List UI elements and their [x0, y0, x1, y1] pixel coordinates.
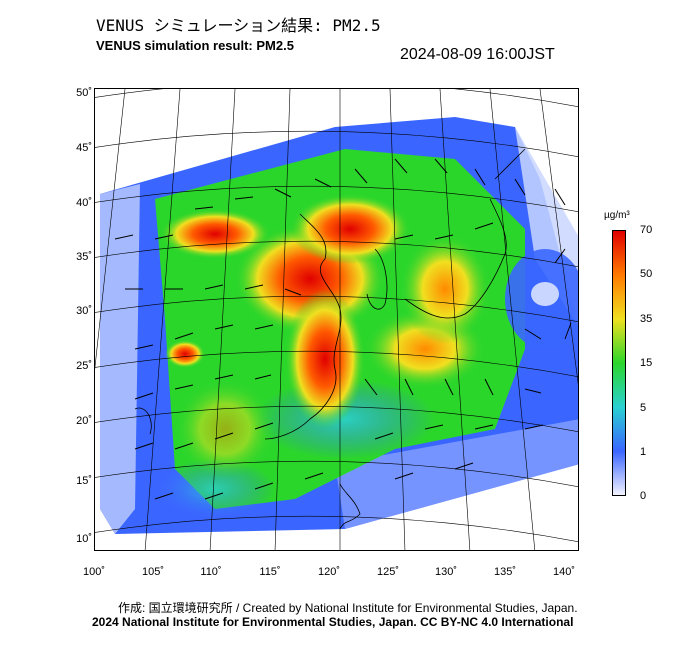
lat-label: 10˚	[76, 533, 92, 545]
coastlines	[134, 148, 526, 530]
lon-label: 110˚	[200, 566, 222, 578]
lat-label: 20˚	[76, 415, 92, 427]
map-canvas	[95, 89, 578, 550]
colorbar-tick: 35	[640, 313, 653, 325]
colorbar	[612, 230, 626, 496]
lat-label: 40˚	[76, 197, 92, 209]
colorbar-tick: 15	[640, 357, 653, 369]
lat-label: 45˚	[76, 142, 92, 154]
lon-label: 100˚	[82, 566, 106, 578]
credit-line: 作成: 国立環境研究所 / Created by National Instit…	[118, 601, 578, 615]
graticule	[95, 89, 578, 550]
wind-vectors	[114, 158, 572, 500]
title-japanese: VENUS シミュレーション結果: PM2.5	[96, 16, 381, 35]
lon-label: 105˚	[141, 566, 165, 578]
lat-label: 25˚	[76, 360, 92, 372]
colorbar-tick: 0	[640, 490, 647, 502]
lon-label: 130˚	[434, 566, 458, 578]
lon-label: 125˚	[376, 566, 400, 578]
colorbar-tick: 70	[640, 224, 653, 236]
colorbar-tick: 50	[640, 268, 653, 280]
lat-label: 15˚	[76, 475, 92, 487]
legend-unit: µg/m³	[604, 210, 630, 221]
lat-label: 35˚	[76, 251, 92, 263]
title-english: VENUS simulation result: PM2.5	[96, 38, 294, 53]
lon-label: 135˚	[493, 566, 517, 578]
colorbar-tick: 5	[640, 402, 647, 414]
lat-label: 50˚	[76, 87, 92, 99]
lon-label: 140˚	[552, 566, 576, 578]
lat-label: 30˚	[76, 305, 92, 317]
pm25-map	[94, 88, 579, 551]
colorbar-tick: 1	[640, 446, 647, 458]
lon-label: 115˚	[259, 566, 281, 578]
lon-label: 120˚	[317, 566, 341, 578]
license-line: 2024 National Institute for Environmenta…	[92, 615, 574, 629]
forecast-timestamp: 2024-08-09 16:00JST	[400, 46, 555, 63]
